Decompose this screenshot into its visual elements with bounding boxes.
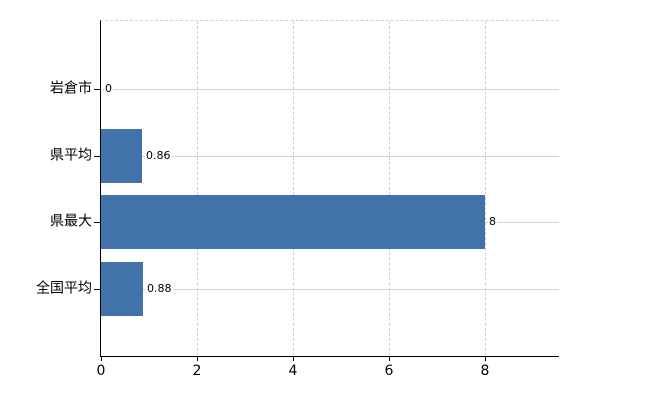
y-axis-tick (94, 289, 101, 290)
vertical-gridline (389, 21, 390, 356)
bar-value-label: 0.88 (146, 281, 173, 296)
vertical-gridline (197, 21, 198, 356)
plot-area: 0 岩倉市 0.86 県平均 8 県最大 0.88 全国平均 0 2 4 6 8 (36, 20, 559, 379)
y-axis-tick (94, 89, 101, 90)
horizontal-gridline (101, 89, 559, 90)
x-axis-tick-label: 6 (384, 363, 394, 379)
y-axis-tick (94, 156, 101, 157)
x-axis-tick (101, 356, 102, 361)
x-axis-tick-label: 0 (96, 363, 106, 379)
horizontal-gridline (101, 289, 559, 290)
x-axis-tick (197, 356, 198, 361)
x-axis-tick (293, 356, 294, 361)
bar (101, 262, 143, 316)
bar-value-label: 0 (104, 81, 113, 96)
category-label: 県平均 (50, 147, 92, 164)
vertical-gridline (293, 21, 294, 356)
bar-value-label: 0.86 (145, 148, 172, 163)
x-axis-tick-label: 2 (192, 363, 202, 379)
horizontal-gridline (101, 156, 559, 157)
vertical-gridline (485, 21, 486, 356)
bar (101, 195, 485, 249)
category-label: 岩倉市 (50, 80, 92, 97)
bar (101, 129, 142, 183)
category-label: 全国平均 (36, 280, 92, 297)
x-axis-tick (389, 356, 390, 361)
x-axis-tick (485, 356, 486, 361)
x-axis-tick-label: 8 (480, 363, 490, 379)
y-axis-tick (94, 222, 101, 223)
category-label: 県最大 (50, 213, 92, 230)
bar-value-label: 8 (488, 214, 497, 229)
x-axis-tick-label: 4 (288, 363, 298, 379)
